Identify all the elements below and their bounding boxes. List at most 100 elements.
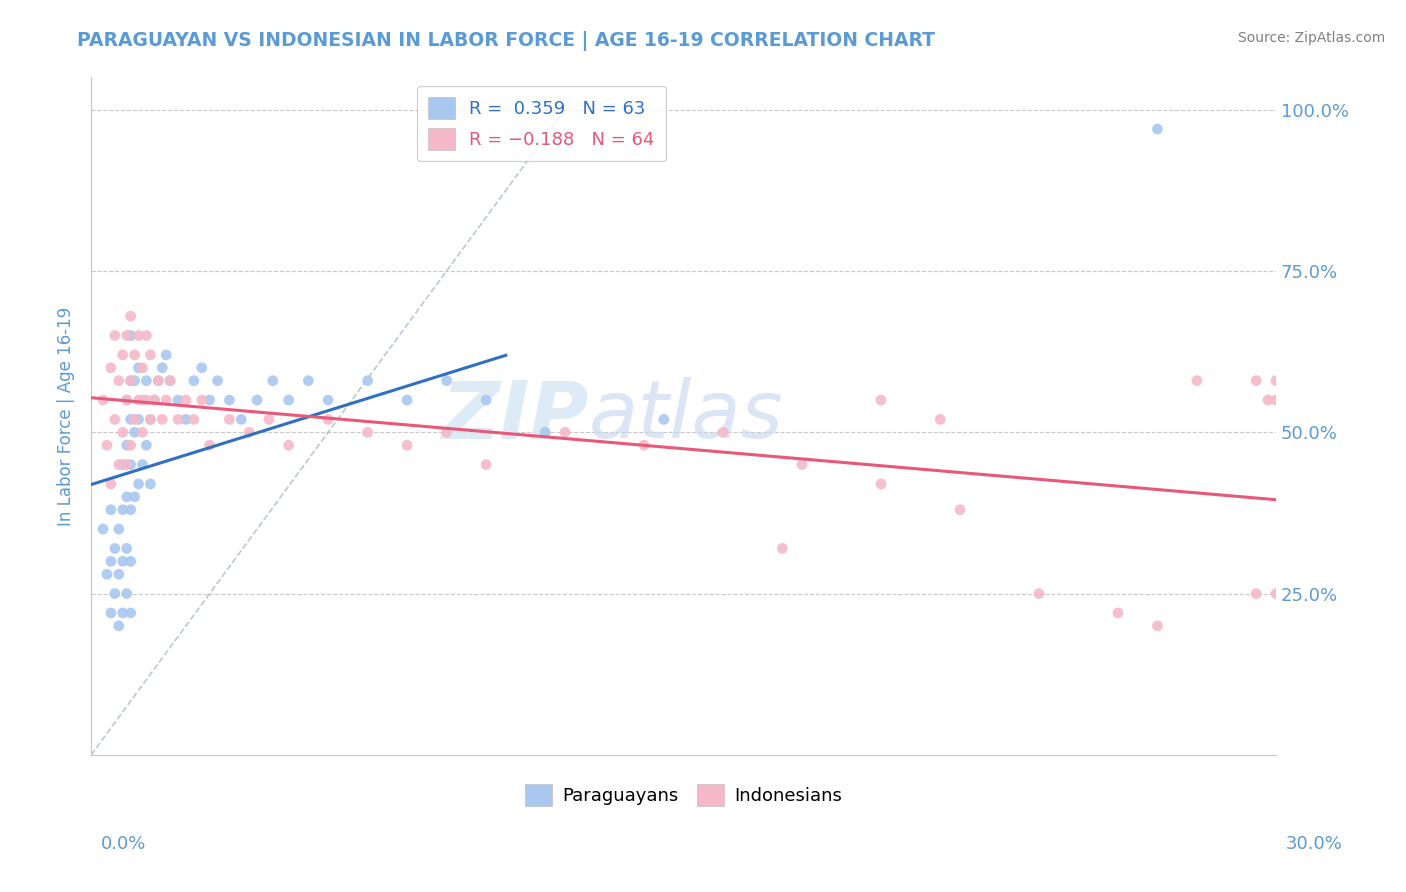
Point (128, 328, 150, 343)
Point (207, 374, 229, 388)
Point (115, 392, 138, 407)
Point (107, 567, 129, 582)
Point (91, 522, 114, 536)
Point (135, 392, 157, 407)
Point (148, 374, 170, 388)
Point (218, 412, 240, 426)
Point (356, 425, 378, 440)
Point (790, 458, 813, 472)
Text: PARAGUAYAN VS INDONESIAN IN LABOR FORCE | AGE 16-19 CORRELATION CHART: PARAGUAYAN VS INDONESIAN IN LABOR FORCE … (77, 31, 935, 51)
Point (131, 458, 153, 472)
Legend: Paraguayans, Indonesians: Paraguayans, Indonesians (517, 777, 849, 814)
Point (231, 412, 253, 426)
Point (277, 438, 299, 452)
Point (297, 374, 319, 388)
Point (316, 392, 339, 407)
Point (554, 425, 576, 440)
Point (167, 392, 190, 407)
Point (131, 360, 153, 375)
Text: atlas: atlas (589, 377, 783, 455)
Point (277, 392, 299, 407)
Point (1185, 374, 1208, 388)
Point (198, 392, 221, 407)
Point (174, 392, 197, 407)
Point (1028, 586, 1050, 600)
Point (120, 554, 142, 568)
Point (104, 412, 127, 426)
Point (770, 541, 793, 556)
Point (120, 309, 142, 323)
Point (150, 412, 173, 426)
Point (107, 374, 129, 388)
Point (111, 425, 134, 440)
Point (124, 374, 146, 388)
Point (652, 412, 675, 426)
Point (870, 477, 893, 491)
Point (143, 392, 166, 407)
Point (128, 477, 150, 491)
Point (183, 412, 205, 426)
Point (96, 438, 118, 452)
Point (120, 374, 142, 388)
Point (115, 392, 138, 407)
Point (111, 606, 134, 620)
Point (128, 412, 150, 426)
Point (238, 425, 260, 440)
Point (1265, 374, 1288, 388)
Point (1146, 619, 1168, 633)
Point (104, 586, 127, 600)
Point (107, 458, 129, 472)
Point (107, 619, 129, 633)
Point (167, 412, 190, 426)
Point (148, 374, 170, 388)
Point (100, 554, 122, 568)
Point (1244, 374, 1267, 388)
Point (139, 412, 162, 426)
Point (111, 502, 134, 516)
Point (949, 502, 972, 516)
Point (124, 425, 146, 440)
Text: Source: ZipAtlas.com: Source: ZipAtlas.com (1237, 31, 1385, 45)
Point (183, 374, 205, 388)
Text: ZIP: ZIP (441, 377, 589, 455)
Text: 0.0%: 0.0% (101, 835, 146, 853)
Point (143, 392, 166, 407)
Point (155, 348, 177, 362)
Point (159, 374, 181, 388)
Point (115, 586, 138, 600)
Point (120, 438, 142, 452)
Point (100, 502, 122, 516)
Point (100, 606, 122, 620)
Point (1265, 586, 1288, 600)
Point (475, 458, 498, 472)
Point (139, 412, 162, 426)
Point (155, 392, 177, 407)
Point (436, 374, 458, 388)
Point (100, 477, 122, 491)
Point (356, 374, 378, 388)
Point (104, 328, 127, 343)
Point (131, 392, 153, 407)
Point (111, 348, 134, 362)
Point (475, 392, 498, 407)
Point (159, 374, 181, 388)
Point (396, 438, 419, 452)
Point (262, 374, 284, 388)
Point (120, 328, 142, 343)
Point (91, 392, 114, 407)
Point (396, 392, 419, 407)
Point (107, 522, 129, 536)
Point (120, 502, 142, 516)
Point (115, 458, 138, 472)
Point (104, 541, 127, 556)
Point (1265, 392, 1288, 407)
Point (115, 490, 138, 504)
Point (135, 328, 157, 343)
Point (190, 360, 212, 375)
Point (190, 392, 212, 407)
Point (128, 392, 150, 407)
Point (115, 438, 138, 452)
Point (246, 392, 269, 407)
Point (1146, 122, 1168, 136)
Point (100, 360, 122, 375)
